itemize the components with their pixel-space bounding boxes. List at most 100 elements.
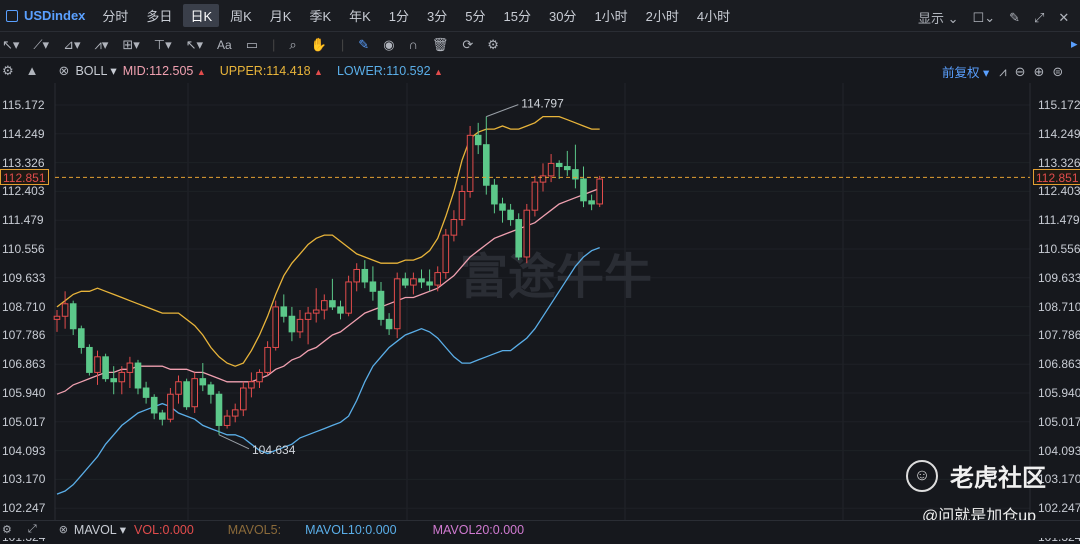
settings-icon[interactable]: ✎ — [1009, 9, 1020, 25]
period-tab[interactable]: 4小时 — [696, 9, 731, 24]
candle-body — [491, 184, 498, 205]
hand-icon[interactable]: ✋ — [310, 36, 327, 52]
text-tool-icon[interactable]: Aa — [217, 37, 232, 52]
divider: | — [340, 37, 345, 52]
price-tick: 112.403 — [1038, 184, 1080, 199]
candle-body — [288, 315, 296, 333]
chart-type-icon[interactable]: ⩘ — [999, 63, 1007, 79]
period-tab[interactable]: 1分 — [388, 9, 410, 24]
checkbox-icon[interactable]: ☐⌄ — [972, 9, 996, 25]
period-tab[interactable]: 5分 — [465, 9, 486, 24]
indicator-select[interactable]: BOLL ▾ — [75, 64, 117, 78]
candle-body — [547, 162, 555, 177]
expand-icon[interactable]: ⤢ — [1034, 9, 1045, 25]
period-tab[interactable]: 周K — [230, 9, 252, 24]
candle-body — [418, 278, 425, 283]
candle-body — [434, 272, 441, 286]
price-tick: 105.940 — [1038, 386, 1080, 400]
close-icon[interactable]: ✕ — [1058, 9, 1070, 25]
period-tab[interactable]: 15分 — [503, 9, 531, 24]
mid-label: MID:112.505 — [122, 63, 194, 78]
candle-body — [321, 300, 328, 311]
candle-body — [167, 393, 174, 420]
price-tick: 114.249 — [2, 126, 45, 141]
channel-tool-icon[interactable]: ⊿▾ — [63, 36, 81, 52]
annotations: 114.797 104.634 — [218, 97, 564, 457]
more-icon[interactable]: ▸ — [1071, 36, 1078, 51]
price-tick: 102.247 — [1038, 501, 1080, 516]
period-tab[interactable]: 2小时 — [645, 9, 679, 24]
line-tool-icon[interactable]: ⟋▾ — [33, 36, 50, 52]
collapse-icon[interactable]: ▲ — [25, 63, 39, 78]
expand-icon[interactable]: ⤢ — [27, 523, 37, 535]
chevron-down-icon: ⌄ — [947, 11, 959, 26]
pen-icon[interactable]: ✎ — [358, 36, 370, 52]
candle-body — [215, 393, 223, 426]
measure-tool-icon[interactable]: ⊤▾ — [153, 36, 172, 52]
candle-body — [588, 200, 595, 205]
wave-tool-icon[interactable]: ⩘▾ — [94, 36, 109, 52]
lower-label: LOWER:110.592 — [336, 63, 431, 78]
lower-value: LOWER:110.592 ▲ — [337, 64, 443, 78]
candle-body — [474, 134, 482, 146]
close-icon[interactable]: ⊗ — [58, 62, 70, 78]
gear-icon[interactable]: ⚙ — [2, 524, 12, 536]
volume-select[interactable]: MAVOL ▾ — [73, 523, 127, 537]
reset-icon[interactable]: ⊜ — [1052, 63, 1064, 79]
display-button[interactable]: 显示 ⌄ — [918, 8, 959, 27]
zoom-icon[interactable]: ⌕ — [289, 36, 297, 52]
boll-upper-line — [56, 115, 600, 367]
candle-body — [337, 306, 344, 314]
drawing-toolbar: ↖▾ ⟋▾ ⊿▾ ⩘▾ ⊞▾ ⊤▾ ↖▾ Aa ▭ | ⌕ ✋ | ✎ ◉ ∩ … — [0, 32, 1080, 58]
candle-body — [312, 309, 320, 314]
period-tab[interactable]: 分时 — [102, 9, 129, 24]
eye-icon[interactable]: ◉ — [383, 36, 395, 52]
period-tab[interactable]: 季K — [309, 9, 332, 24]
adjust-select[interactable]: 前复权 ▾ — [942, 66, 990, 80]
candle-body — [61, 303, 69, 317]
tiger-logo-icon: ☺ — [906, 459, 938, 492]
candle-body — [280, 306, 288, 317]
period-tab[interactable]: 3分 — [427, 9, 448, 24]
close-icon[interactable]: ⊗ — [58, 524, 68, 536]
candle-body — [361, 268, 369, 283]
price-tick: 111.479 — [2, 213, 44, 228]
candle-body — [410, 278, 417, 286]
symbol-label[interactable]: USDindex — [24, 8, 86, 23]
price-tick: 106.863 — [1038, 357, 1080, 372]
candle-body — [256, 371, 263, 383]
comment-icon[interactable]: ▭ — [245, 36, 259, 52]
fib-tool-icon[interactable]: ⊞▾ — [122, 36, 140, 52]
gear-icon[interactable]: ⚙ — [2, 62, 14, 78]
period-tab[interactable]: 年K — [349, 9, 371, 24]
low-annotation: 104.634 — [252, 443, 296, 457]
boll-bands — [56, 115, 600, 495]
candle-body — [580, 178, 587, 202]
gear-icon[interactable]: ⚙ — [487, 36, 499, 52]
price-tick: 109.633 — [2, 270, 46, 285]
candle-body — [458, 190, 466, 221]
period-tab[interactable]: 日K — [183, 4, 220, 27]
candle-body — [126, 362, 134, 373]
symbol[interactable]: USDindex — [6, 8, 85, 23]
cursor-icon[interactable]: ↖▾ — [2, 36, 20, 52]
candle-body — [240, 387, 247, 411]
minus-icon[interactable]: ⊖ — [1014, 63, 1026, 79]
boll-mid-line — [56, 187, 600, 395]
period-tab[interactable]: 多日 — [146, 9, 173, 24]
magnet-icon[interactable]: ∩ — [408, 37, 418, 52]
candle-body — [393, 278, 401, 330]
sync-icon[interactable]: ⟳ — [462, 36, 474, 52]
indicator-right: 前复权 ▾ ⩘ ⊖ ⊕ ⊜ — [942, 62, 1067, 81]
candle-body — [304, 312, 312, 320]
candle-body — [564, 166, 571, 171]
period-tab[interactable]: 30分 — [548, 9, 577, 24]
arrow-tool-icon[interactable]: ↖▾ — [185, 36, 204, 52]
trash-icon[interactable]: 🗑 — [431, 36, 449, 52]
period-tab[interactable]: 1小时 — [594, 9, 628, 24]
price-tick: 114.249 — [1038, 126, 1080, 141]
plus-icon[interactable]: ⊕ — [1033, 63, 1045, 79]
candle-body — [118, 371, 126, 383]
period-tab[interactable]: 月K — [269, 9, 292, 24]
